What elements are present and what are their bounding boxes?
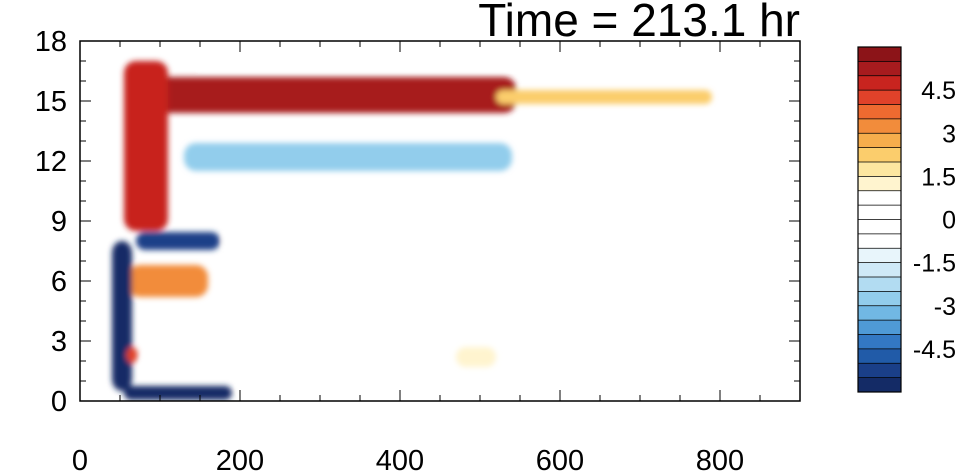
colorbar-swatch xyxy=(858,305,901,321)
field-feature-11 xyxy=(200,188,528,194)
colorbar-swatch xyxy=(858,47,901,62)
y-tick-label: 0 xyxy=(51,386,67,418)
y-tick-label: 18 xyxy=(35,26,67,58)
y-axis: 0 3 6 9 12 15 18 xyxy=(35,26,800,418)
colorbar-swatch xyxy=(858,363,901,379)
y-tick-label: 15 xyxy=(35,86,67,118)
field-feature-13 xyxy=(528,114,720,124)
colorbar-swatch xyxy=(858,147,901,163)
colorbar-swatch xyxy=(858,248,901,264)
field-feature-15 xyxy=(224,290,368,300)
field-feature-6 xyxy=(124,386,232,400)
y-tick-label: 12 xyxy=(35,146,67,178)
colorbar-swatch xyxy=(858,205,901,220)
colorbar-swatch xyxy=(858,291,901,307)
field-feature-16 xyxy=(240,386,480,392)
chart-title: Time = 213.1 hr xyxy=(478,0,800,46)
colorbar-swatch xyxy=(858,90,901,105)
field-feature-8 xyxy=(126,347,138,363)
field-feature-9 xyxy=(224,235,800,247)
x-tick-label: 400 xyxy=(376,445,424,473)
colorbar-swatch xyxy=(858,190,901,206)
x-tick-label: 200 xyxy=(216,445,264,473)
colorbar-swatch xyxy=(858,61,901,77)
colorbar-label: 3 xyxy=(942,120,956,148)
field-feature-2 xyxy=(124,61,168,231)
colorbar-swatch xyxy=(858,176,901,192)
field-feature-10 xyxy=(200,63,800,67)
x-tick-label: 800 xyxy=(696,445,744,473)
colorbar-label: 0 xyxy=(942,207,956,235)
field-feature-14 xyxy=(144,355,320,367)
colorbar-swatch xyxy=(858,75,901,91)
colorbar-swatch xyxy=(858,233,901,249)
field-feature-0 xyxy=(144,77,516,113)
x-tick-label: 0 xyxy=(72,445,88,473)
colorbar-label: -4.5 xyxy=(913,336,956,364)
colorbar-swatch xyxy=(858,118,901,134)
colorbar-label: 4.5 xyxy=(921,77,956,105)
colorbar-swatch xyxy=(858,133,901,149)
colorbar-swatch xyxy=(858,104,901,120)
colorbar-swatch xyxy=(858,262,901,278)
x-tick-label: 600 xyxy=(536,445,584,473)
colorbar-swatch xyxy=(858,277,901,292)
colorbar-label: -1.5 xyxy=(913,250,956,278)
field-feature-5 xyxy=(128,265,208,297)
field-feature-3 xyxy=(184,143,512,171)
field-layer xyxy=(112,61,800,400)
field-feature-12 xyxy=(544,153,704,169)
field-feature-7 xyxy=(112,241,132,391)
colorbar-label: 1.5 xyxy=(921,163,956,191)
y-tick-label: 9 xyxy=(51,206,67,238)
colorbar-swatch xyxy=(858,377,901,393)
field-feature-17 xyxy=(456,347,496,367)
field-feature-4 xyxy=(136,232,220,250)
colorbar-swatch xyxy=(858,348,901,364)
colorbar: 4.5 3 1.5 0 -1.5 -3 -4.5 xyxy=(857,46,956,393)
colorbar-swatch xyxy=(858,219,901,235)
colorbar-swatch xyxy=(858,320,901,335)
colorbar-frame xyxy=(857,46,902,393)
y-tick-label: 6 xyxy=(51,266,67,298)
colorbar-swatch xyxy=(858,334,901,350)
colorbar-label: -3 xyxy=(934,293,956,321)
x-axis: 0 200 400 600 800 xyxy=(72,41,801,473)
y-tick-label: 3 xyxy=(51,326,67,358)
field-feature-1 xyxy=(496,90,712,104)
colorbar-swatch xyxy=(858,162,901,177)
